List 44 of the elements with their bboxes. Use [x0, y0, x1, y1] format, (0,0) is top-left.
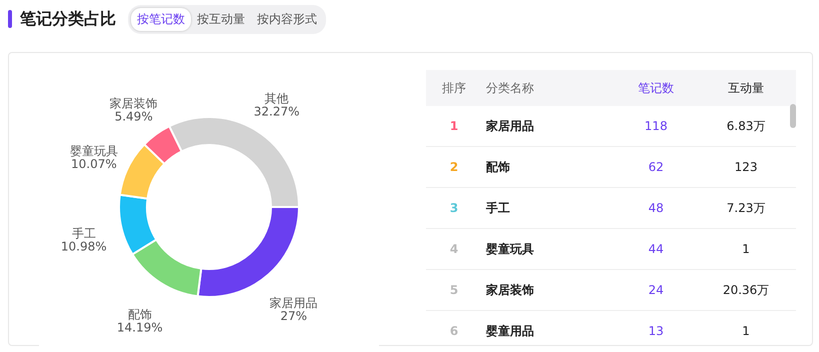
- category-label: 婴童用品: [484, 322, 535, 340]
- data-label: 20.36万: [722, 282, 770, 298]
- slice-label: 手工: [72, 226, 96, 241]
- data-label: 7.23万: [726, 200, 766, 216]
- data-label: 62: [647, 160, 665, 174]
- data-label: 10.98%: [60, 240, 107, 254]
- data-label: 1: [741, 324, 751, 338]
- category-label: 配饰: [485, 158, 511, 176]
- data-label: 48: [647, 201, 665, 215]
- category-label: 家居装饰: [485, 282, 535, 298]
- data-label: 5.49%: [114, 110, 153, 124]
- text: 分类名称: [485, 80, 535, 96]
- chart-title: 笔记分类占比: [20, 8, 116, 30]
- data-label: 24: [647, 283, 665, 297]
- data-label: 27%: [280, 309, 307, 324]
- data-label: 10.07%: [71, 157, 117, 172]
- data-label: 14.19%: [116, 320, 163, 335]
- text: 按互动量: [196, 10, 246, 28]
- data-label: 3: [448, 201, 460, 215]
- data-label: 6.83万: [726, 118, 766, 134]
- slice-label: 其他: [264, 91, 289, 106]
- text: 排序: [441, 80, 467, 96]
- category-label: 手工: [485, 200, 511, 216]
- text: 互动量: [727, 80, 765, 96]
- data-label: 6: [448, 324, 460, 338]
- data-label: 2: [448, 160, 460, 174]
- data-label: 5: [448, 283, 460, 297]
- data-label: 123: [734, 160, 758, 174]
- legend-label: 笔记数: [637, 80, 675, 96]
- slice-label: 家居用品: [270, 296, 318, 310]
- data-label: 1: [741, 242, 751, 256]
- data-label: 1: [448, 119, 460, 133]
- slice-label: 家居装饰: [110, 96, 158, 111]
- slice-label: 婴童玩具: [70, 144, 118, 158]
- category-label: 家居用品: [485, 118, 535, 134]
- category-label: 婴童玩具: [484, 240, 535, 258]
- data-label: 32.27%: [254, 104, 300, 118]
- data-label: 13: [647, 324, 665, 338]
- slice-label: 配饰: [128, 308, 152, 322]
- data-label: 4: [448, 242, 460, 256]
- text: 按内容形式: [256, 10, 318, 28]
- text: 按笔记数: [131, 8, 191, 30]
- data-label: 44: [647, 242, 665, 256]
- data-label: 118: [644, 119, 668, 133]
